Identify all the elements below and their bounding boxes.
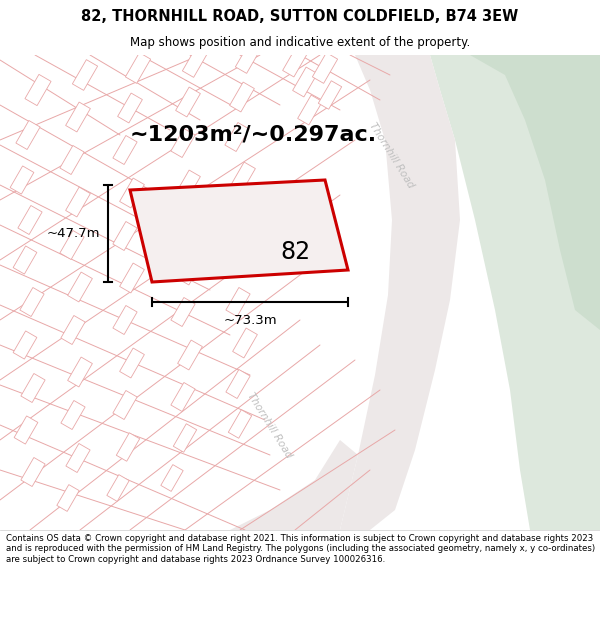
Polygon shape [178,255,202,285]
Polygon shape [233,328,257,358]
Text: Map shows position and indicative extent of the property.: Map shows position and indicative extent… [130,36,470,49]
Polygon shape [225,204,249,232]
Polygon shape [298,95,322,125]
Polygon shape [176,170,200,200]
Polygon shape [225,122,249,151]
Polygon shape [10,166,34,194]
Polygon shape [61,401,85,429]
Polygon shape [57,484,79,511]
Polygon shape [340,55,460,530]
Polygon shape [13,246,37,274]
Polygon shape [25,74,51,106]
Polygon shape [21,458,45,486]
Polygon shape [125,52,151,83]
Polygon shape [118,93,142,123]
Polygon shape [230,82,254,112]
Polygon shape [173,424,197,452]
Polygon shape [20,288,44,316]
Polygon shape [21,374,45,402]
Polygon shape [65,187,91,217]
Polygon shape [116,432,140,461]
Polygon shape [13,331,37,359]
Polygon shape [171,298,195,326]
Polygon shape [171,214,195,243]
Polygon shape [230,162,256,192]
Polygon shape [113,136,137,164]
Text: Contains OS data © Crown copyright and database right 2021. This information is : Contains OS data © Crown copyright and d… [6,534,595,564]
Polygon shape [130,180,348,282]
Polygon shape [65,102,91,132]
Polygon shape [119,178,145,208]
Polygon shape [226,369,250,399]
Polygon shape [319,81,341,109]
Text: 82: 82 [280,240,310,264]
Polygon shape [171,382,195,411]
Polygon shape [73,59,98,91]
Polygon shape [161,464,183,491]
Polygon shape [113,391,137,419]
Polygon shape [60,231,84,259]
Polygon shape [113,221,137,251]
Text: ~47.7m: ~47.7m [47,227,100,240]
Text: ~73.3m: ~73.3m [223,314,277,327]
Polygon shape [119,348,145,378]
Polygon shape [66,444,90,472]
Polygon shape [68,357,92,387]
Polygon shape [68,272,92,302]
Polygon shape [18,206,42,234]
Polygon shape [60,146,84,174]
Polygon shape [235,42,260,73]
Polygon shape [176,87,200,117]
Polygon shape [61,316,85,344]
Polygon shape [178,340,202,370]
Polygon shape [293,67,317,97]
Polygon shape [430,55,600,530]
Text: Thornhill Road: Thornhill Road [246,391,294,459]
Polygon shape [283,47,307,77]
Polygon shape [14,416,38,444]
Polygon shape [229,410,251,438]
Polygon shape [233,245,257,275]
Text: ~1203m²/~0.297ac.: ~1203m²/~0.297ac. [130,125,377,145]
Polygon shape [313,52,338,83]
Polygon shape [113,306,137,334]
Polygon shape [226,288,250,316]
Polygon shape [119,263,145,293]
Polygon shape [230,440,358,530]
Polygon shape [470,55,600,330]
Polygon shape [107,474,129,501]
Polygon shape [171,129,195,158]
Polygon shape [16,121,40,149]
Text: Thornhill Road: Thornhill Road [368,121,416,189]
Text: 82, THORNHILL ROAD, SUTTON COLDFIELD, B74 3EW: 82, THORNHILL ROAD, SUTTON COLDFIELD, B7… [82,9,518,24]
Polygon shape [182,47,208,78]
